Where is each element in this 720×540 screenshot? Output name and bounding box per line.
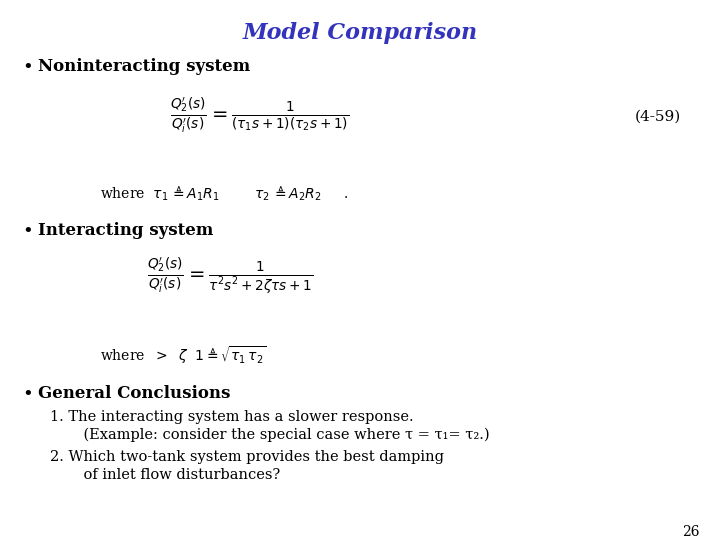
- Text: •: •: [22, 58, 32, 76]
- Text: where  $\tau_1\,\triangleq A_1 R_1$        $\tau_2\,\triangleq A_2 R_2$     .: where $\tau_1\,\triangleq A_1 R_1$ $\tau…: [100, 185, 348, 204]
- Text: $\frac{Q_2'(s)}{Q_i'(s)} = \frac{1}{(\tau_1 s+1)(\tau_2 s+1)}$: $\frac{Q_2'(s)}{Q_i'(s)} = \frac{1}{(\ta…: [171, 95, 349, 135]
- Text: 2. Which two-tank system provides the best damping: 2. Which two-tank system provides the be…: [50, 450, 444, 464]
- Text: •: •: [22, 385, 32, 403]
- Text: of inlet flow disturbances?: of inlet flow disturbances?: [65, 468, 280, 482]
- Text: $\frac{Q_2'(s)}{Q_i'(s)} = \frac{1}{\tau^2 s^2+2\zeta\tau s+1}$: $\frac{Q_2'(s)}{Q_i'(s)} = \frac{1}{\tau…: [147, 255, 313, 295]
- Text: •: •: [22, 222, 32, 240]
- Text: (Example: consider the special case where τ = τ₁= τ₂.): (Example: consider the special case wher…: [65, 428, 490, 442]
- Text: where  $>$  $\zeta$  $1\triangleq\sqrt{\tau_1\,\tau_2}$: where $>$ $\zeta$ $1\triangleq\sqrt{\tau…: [100, 345, 266, 367]
- Text: Noninteracting system: Noninteracting system: [38, 58, 251, 75]
- Text: Interacting system: Interacting system: [38, 222, 213, 239]
- Text: General Conclusions: General Conclusions: [38, 385, 230, 402]
- Text: 1. The interacting system has a slower response.: 1. The interacting system has a slower r…: [50, 410, 413, 424]
- Text: 26: 26: [683, 525, 700, 539]
- Text: Model Comparison: Model Comparison: [243, 22, 477, 44]
- Text: (4-59): (4-59): [635, 110, 681, 124]
